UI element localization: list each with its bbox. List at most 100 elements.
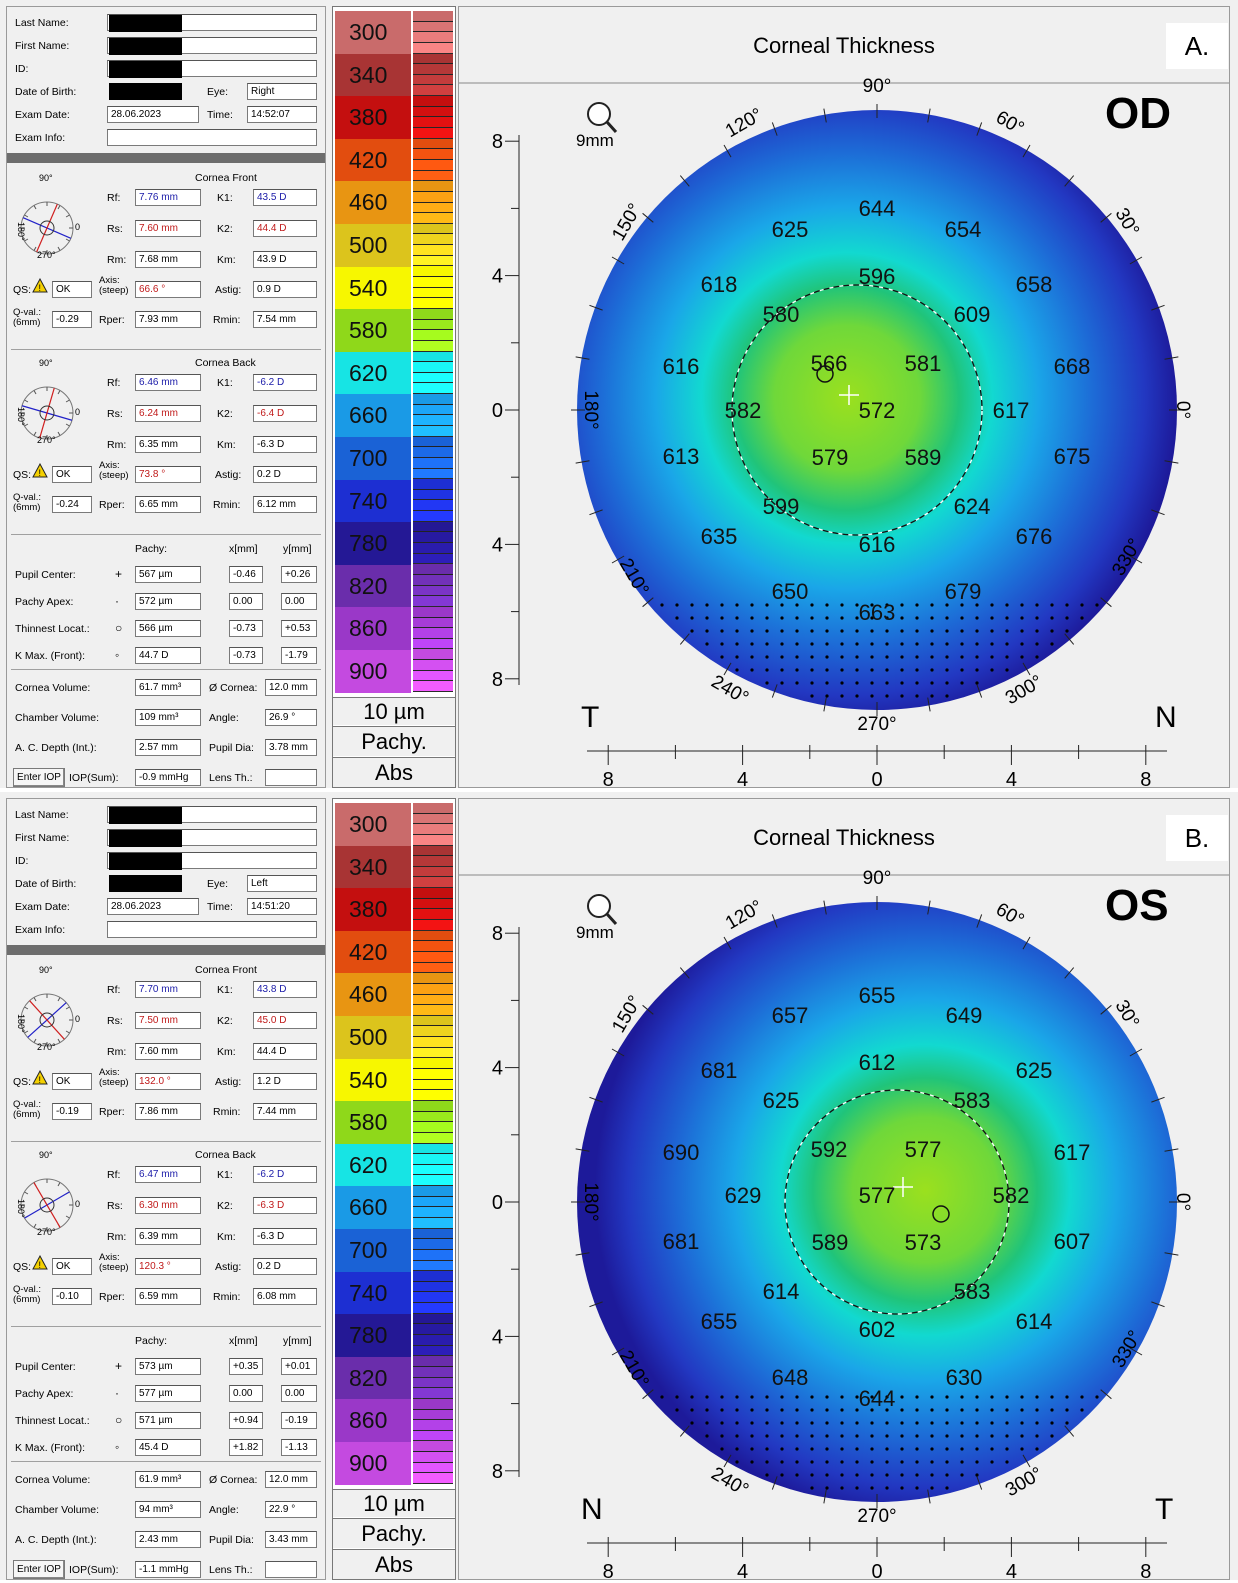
rper-field[interactable]: 6.65 mm [135,496,201,513]
iop-sum-field[interactable]: -1.1 mmHg [135,1561,201,1578]
angle-field[interactable]: 26.9 ° [265,709,317,726]
rs-field[interactable]: 6.24 mm [135,405,201,422]
pupil-dia-field[interactable]: 3.78 mm [265,739,317,756]
qs-field[interactable]: OK [52,466,92,483]
cornea-volume-field[interactable]: 61.9 mm³ [135,1471,201,1488]
lens-field[interactable] [265,1561,317,1578]
astig-field[interactable]: 0.2 D [253,466,317,483]
qs-field[interactable]: OK [52,1073,92,1090]
km-field[interactable]: 43.9 D [253,251,317,268]
pupil-center-y[interactable]: +0.01 [281,1358,317,1375]
rm-field[interactable]: 7.60 mm [135,1043,201,1060]
kmax-front-y[interactable]: -1.79 [281,647,317,664]
axis-field[interactable]: 132.0 ° [135,1073,201,1090]
ac-depth-field[interactable]: 2.43 mm [135,1531,201,1548]
rper-field[interactable]: 7.93 mm [135,311,201,328]
pupil-center-y[interactable]: +0.26 [281,566,317,583]
pachy-apex-y[interactable]: 0.00 [281,1385,317,1402]
qval-field[interactable]: -0.29 [52,311,92,328]
ac-depth-field[interactable]: 2.57 mm [135,739,201,756]
rs-field[interactable]: 7.60 mm [135,220,201,237]
scale-mode[interactable]: Pachy. [333,726,455,756]
k2-field[interactable]: -6.4 D [253,405,317,422]
exam-info-field[interactable] [107,921,317,938]
rm-field[interactable]: 6.35 mm [135,436,201,453]
magnifier-icon[interactable] [587,102,611,126]
pupil-center-pachy[interactable]: 573 µm [135,1358,201,1375]
thinnest-location-y[interactable]: +0.53 [281,620,317,637]
axis-field[interactable]: 66.6 ° [135,281,201,298]
lens-field[interactable] [265,769,317,786]
time-field[interactable]: 14:51:20 [247,898,317,915]
pachymetry-map[interactable] [577,902,1177,1502]
rper-field[interactable]: 6.59 mm [135,1288,201,1305]
thinnest-location-x[interactable]: +0.94 [229,1412,263,1429]
pachy-apex-pachy[interactable]: 577 µm [135,1385,201,1402]
pachy-apex-x[interactable]: 0.00 [229,1385,263,1402]
pachy-apex-pachy[interactable]: 572 µm [135,593,201,610]
rf-field[interactable]: 6.46 mm [135,374,201,391]
chamber-volume-field[interactable]: 94 mm³ [135,1501,201,1518]
rper-field[interactable]: 7.86 mm [135,1103,201,1120]
kmax-front-y[interactable]: -1.13 [281,1439,317,1456]
qval-field[interactable]: -0.24 [52,496,92,513]
qval-field[interactable]: -0.19 [52,1103,92,1120]
kmax-front-x[interactable]: -0.73 [229,647,263,664]
astig-field[interactable]: 0.2 D [253,1258,317,1275]
cornea-diameter-field[interactable]: 12.0 mm [265,1471,317,1488]
chamber-volume-field[interactable]: 109 mm³ [135,709,201,726]
rs-field[interactable]: 7.50 mm [135,1012,201,1029]
km-field[interactable]: -6.3 D [253,1228,317,1245]
kmax-front-x[interactable]: +1.82 [229,1439,263,1456]
pachy-apex-y[interactable]: 0.00 [281,593,317,610]
iop-sum-field[interactable]: -0.9 mmHg [135,769,201,786]
thinnest-location-pachy[interactable]: 566 µm [135,620,201,637]
pupil-center-x[interactable]: +0.35 [229,1358,263,1375]
angle-field[interactable]: 22.9 ° [265,1501,317,1518]
pupil-center-x[interactable]: -0.46 [229,566,263,583]
rs-field[interactable]: 6.30 mm [135,1197,201,1214]
qs-field[interactable]: OK [52,281,92,298]
rmin-field[interactable]: 7.44 mm [253,1103,317,1120]
eye-field[interactable]: Left [247,875,317,892]
thinnest-location-x[interactable]: -0.73 [229,620,263,637]
rmin-field[interactable]: 6.12 mm [253,496,317,513]
exam-date-field[interactable]: 28.06.2023 [107,106,199,123]
scale-type[interactable]: Abs [333,1549,455,1579]
qval-field[interactable]: -0.10 [52,1288,92,1305]
k2-field[interactable]: -6.3 D [253,1197,317,1214]
k1-field[interactable]: -6.2 D [253,1166,317,1183]
k1-field[interactable]: 43.8 D [253,981,317,998]
thinnest-location-pachy[interactable]: 571 µm [135,1412,201,1429]
time-field[interactable]: 14:52:07 [247,106,317,123]
axis-field[interactable]: 120.3 ° [135,1258,201,1275]
k2-field[interactable]: 45.0 D [253,1012,317,1029]
exam-info-field[interactable] [107,129,317,146]
pachymetry-map[interactable] [577,110,1177,710]
pupil-center-pachy[interactable]: 567 µm [135,566,201,583]
rmin-field[interactable]: 6.08 mm [253,1288,317,1305]
eye-field[interactable]: Right [247,83,317,100]
exam-date-field[interactable]: 28.06.2023 [107,898,199,915]
rf-field[interactable]: 7.70 mm [135,981,201,998]
cornea-diameter-field[interactable]: 12.0 mm [265,679,317,696]
qs-field[interactable]: OK [52,1258,92,1275]
axis-field[interactable]: 73.8 ° [135,466,201,483]
rf-field[interactable]: 6.47 mm [135,1166,201,1183]
k1-field[interactable]: -6.2 D [253,374,317,391]
rf-field[interactable]: 7.76 mm [135,189,201,206]
k1-field[interactable]: 43.5 D [253,189,317,206]
km-field[interactable]: 44.4 D [253,1043,317,1060]
rmin-field[interactable]: 7.54 mm [253,311,317,328]
kmax-front-pachy[interactable]: 45.4 D [135,1439,201,1456]
astig-field[interactable]: 0.9 D [253,281,317,298]
rm-field[interactable]: 6.39 mm [135,1228,201,1245]
k2-field[interactable]: 44.4 D [253,220,317,237]
astig-field[interactable]: 1.2 D [253,1073,317,1090]
enter-iop-button[interactable]: Enter IOP [13,1560,65,1579]
magnifier-icon[interactable] [587,894,611,918]
thinnest-location-y[interactable]: -0.19 [281,1412,317,1429]
pachy-apex-x[interactable]: 0.00 [229,593,263,610]
rm-field[interactable]: 7.68 mm [135,251,201,268]
cornea-volume-field[interactable]: 61.7 mm³ [135,679,201,696]
